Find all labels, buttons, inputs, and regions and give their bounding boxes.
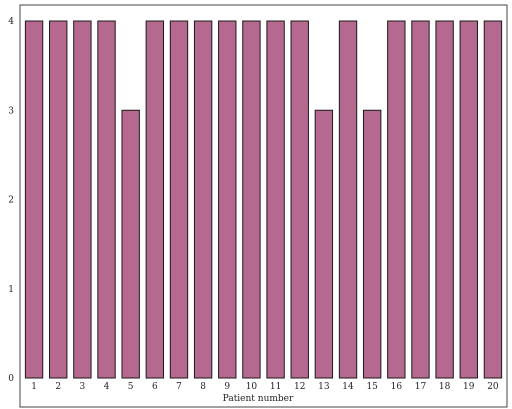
bar-patient-5: [121, 109, 140, 379]
bar-patient-11: [266, 20, 285, 379]
bar-patient-14: [338, 20, 358, 379]
bar-patient-3: [73, 20, 92, 379]
x-tick-label: 1: [31, 382, 37, 392]
bar-patient-2: [49, 20, 68, 379]
x-axis: 1 2 3 4 5 6 7 8 9 10 11 12 13 14 15 16 17 18 19 20: [31, 382, 499, 392]
x-tick-label: 18: [439, 382, 451, 392]
bar-patient-7: [169, 20, 189, 379]
bar-patient-13: [314, 109, 334, 379]
bar-patient-12: [290, 20, 309, 379]
x-tick-label: 12: [294, 382, 305, 392]
x-tick-label: 13: [318, 382, 330, 392]
y-tick-label: 4: [8, 17, 14, 27]
bar-patient-15: [362, 109, 382, 379]
bar-patient-4: [97, 20, 116, 379]
bar-patient-17: [411, 20, 430, 379]
x-tick-label: 4: [104, 382, 110, 392]
bars-group: [24, 20, 503, 379]
bar-patient-20: [483, 20, 503, 379]
x-tick-label: 19: [463, 382, 475, 392]
x-tick-label: 3: [80, 382, 86, 392]
x-tick-label: 10: [246, 382, 258, 392]
bar-patient-16: [387, 20, 406, 379]
x-tick-label: 16: [391, 382, 403, 392]
y-tick-label: 0: [8, 374, 14, 384]
bar-patient-1: [24, 20, 44, 379]
x-tick-label: 11: [270, 382, 281, 392]
x-tick-label: 8: [200, 382, 206, 392]
x-tick-label: 20: [487, 382, 499, 392]
bar-patient-10: [242, 20, 261, 379]
y-tick-label: 3: [8, 106, 14, 116]
x-tick-label: 6: [152, 382, 158, 392]
y-tick-label: 2: [8, 196, 14, 206]
bar-patient-8: [193, 20, 213, 379]
x-tick-label: 9: [224, 382, 230, 392]
x-tick-label: 15: [366, 382, 378, 392]
y-axis: 0 1 2 3 4: [8, 17, 14, 384]
x-tick-label: 5: [128, 382, 134, 392]
bar-patient-18: [435, 20, 454, 379]
y-tick-label: 1: [8, 285, 14, 295]
x-tick-label: 17: [415, 382, 427, 392]
plot-frame: [19, 4, 508, 408]
x-axis-title: Patient number: [223, 394, 294, 404]
bar-patient-6: [145, 20, 165, 379]
x-tick-label: 2: [55, 382, 61, 392]
bar-patient-9: [218, 20, 237, 379]
x-tick-label: 14: [342, 382, 354, 392]
bar-patient-19: [459, 20, 478, 379]
x-tick-label: 7: [176, 382, 182, 392]
